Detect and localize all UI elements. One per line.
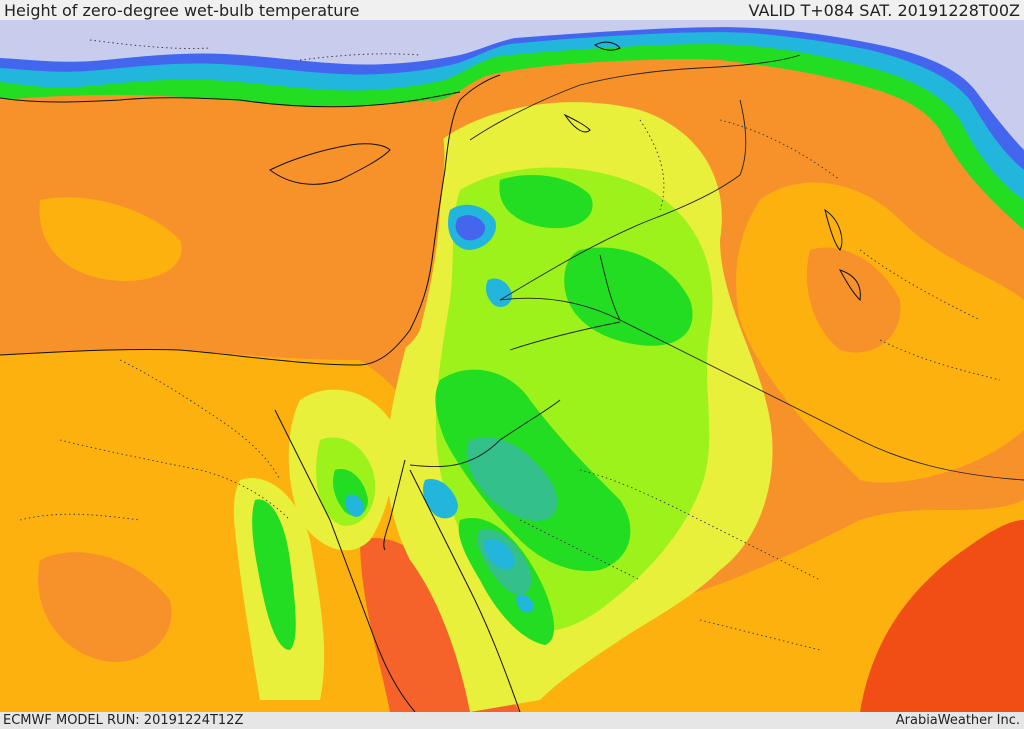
blue-lebanon xyxy=(455,215,486,241)
map-canvas xyxy=(0,20,1024,712)
cyan-hejaz-2 xyxy=(516,594,534,613)
amber-med-patch xyxy=(39,197,182,281)
footer-bar: ECMWF MODEL RUN: 20191224T12Z ArabiaWeat… xyxy=(0,712,1024,729)
valid-time: VALID T+084 SAT. 20191228T00Z xyxy=(748,1,1020,20)
orange-patch-3 xyxy=(806,247,901,353)
credit: ArabiaWeather Inc. xyxy=(895,713,1020,728)
cyan-sinai xyxy=(345,494,364,517)
coastlines xyxy=(0,41,861,712)
mediterranean xyxy=(0,95,445,360)
cyan-hejaz-1 xyxy=(484,538,515,570)
blue-north-band xyxy=(0,20,1024,170)
model-run: ECMWF MODEL RUN: 20191224T12Z xyxy=(3,713,244,728)
teal-jordan xyxy=(466,437,558,521)
header-bar: Height of zero-degree wet-bulb temperatu… xyxy=(0,0,1024,20)
borders xyxy=(409,54,1024,481)
cyan-tabuk xyxy=(423,479,458,519)
weather-map[interactable] xyxy=(0,20,1024,712)
map-title: Height of zero-degree wet-bulb temperatu… xyxy=(4,1,360,20)
green-egypt-red-sea xyxy=(252,499,296,650)
orange-patch-2 xyxy=(38,552,172,662)
cyan-golan xyxy=(486,278,512,307)
green-north-arabia xyxy=(564,247,693,346)
green-syria xyxy=(499,175,593,229)
internal-boundaries xyxy=(19,39,1001,651)
lavender-north-band xyxy=(0,20,1024,150)
red-southeast xyxy=(860,520,1024,712)
